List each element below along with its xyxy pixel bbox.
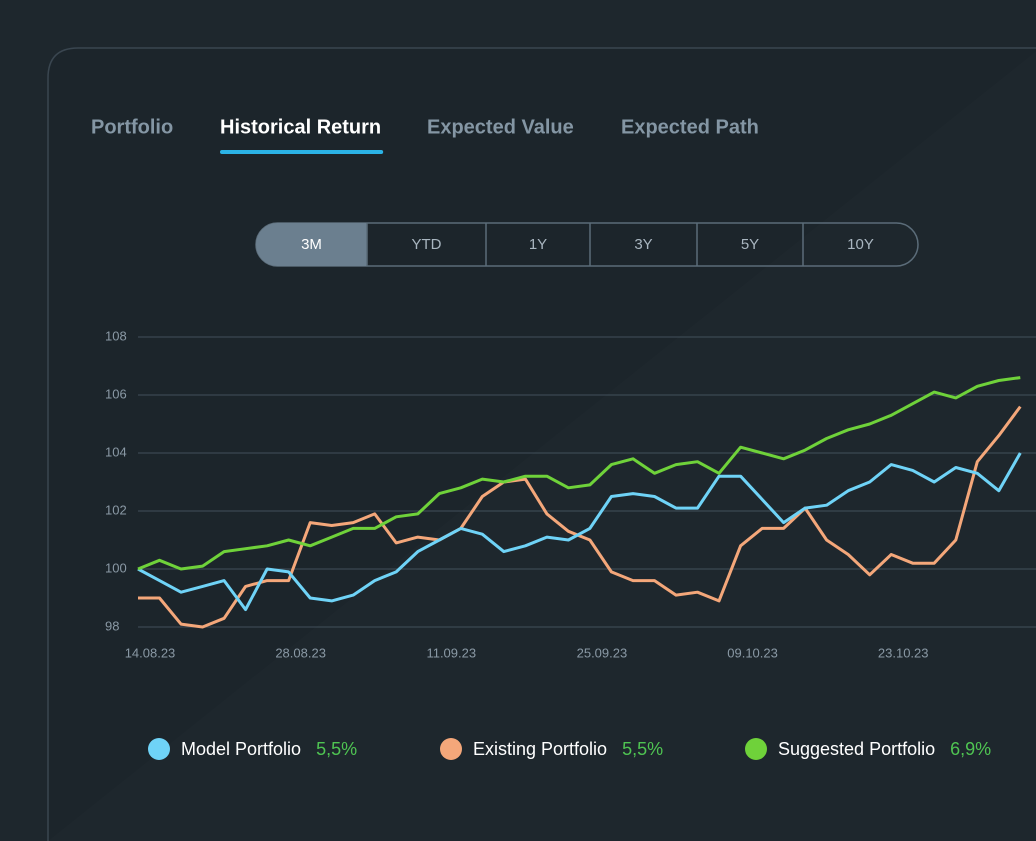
y-tick-label: 98	[105, 618, 119, 633]
legend-swatch	[148, 738, 170, 760]
series-line	[137, 376, 1021, 571]
period-button[interactable]: 3M	[301, 236, 322, 253]
y-tick-label: 100	[105, 560, 127, 575]
tab[interactable]: Historical Return	[220, 116, 381, 138]
period-active	[256, 223, 367, 266]
tab-underline	[220, 150, 384, 154]
x-tick-label: 28.08.23	[275, 645, 326, 660]
legend-label: Model Portfolio	[181, 739, 301, 759]
tab[interactable]: Portfolio	[91, 116, 173, 138]
period-button[interactable]: YTD	[412, 236, 442, 253]
y-tick-label: 104	[105, 444, 127, 459]
x-tick-label: 09.10.23	[727, 645, 778, 660]
y-tick-label: 102	[105, 502, 127, 517]
x-tick-label: 11.09.23	[426, 645, 476, 660]
x-tick-label: 25.09.23	[577, 645, 628, 660]
period-button[interactable]: 3Y	[634, 236, 652, 253]
tab[interactable]: Expected Value	[427, 116, 574, 138]
x-tick-label: 23.10.23	[878, 645, 929, 660]
x-tick-label: 14.08.23	[125, 645, 176, 660]
legend-label: Existing Portfolio	[473, 739, 607, 759]
legend-swatch	[745, 738, 767, 760]
period-button[interactable]: 10Y	[847, 236, 874, 253]
y-tick-label: 108	[105, 328, 127, 343]
legend-swatch	[440, 738, 462, 760]
tab[interactable]: Expected Path	[621, 116, 759, 138]
legend-return: 5,5%	[622, 739, 663, 759]
legend-label: Suggested Portfolio	[778, 739, 935, 759]
period-button[interactable]: 1Y	[529, 236, 547, 253]
legend-return: 6,9%	[950, 739, 991, 759]
legend-return: 5,5%	[316, 739, 357, 759]
series-line	[137, 452, 1022, 612]
period-button[interactable]: 5Y	[741, 236, 759, 253]
y-tick-label: 106	[105, 386, 127, 401]
